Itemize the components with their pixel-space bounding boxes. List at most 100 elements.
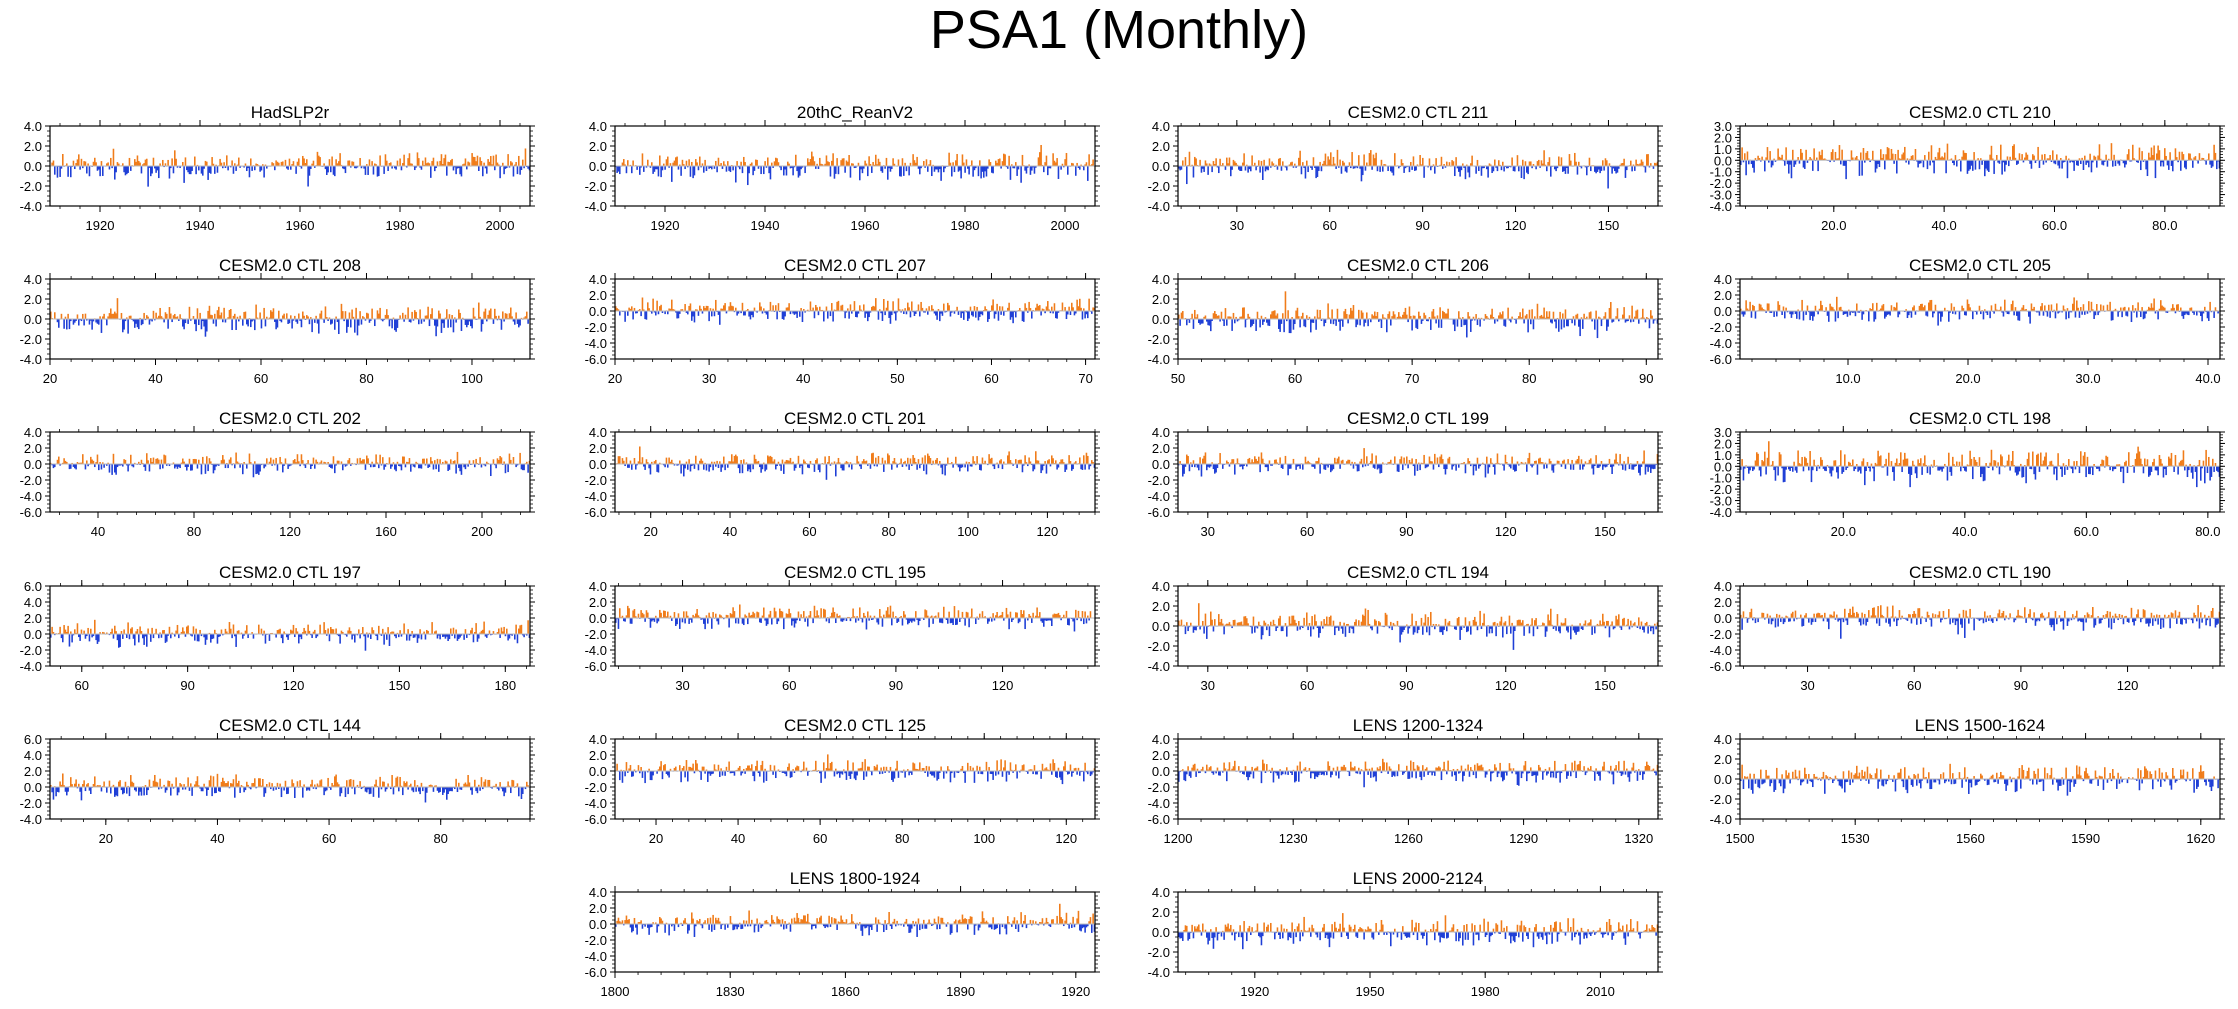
positive-bar [1507,307,1509,319]
negative-bar [1048,166,1050,169]
negative-bar [208,166,211,173]
negative-bar [214,464,216,471]
negative-bar [166,464,168,466]
negative-bar [344,464,347,467]
negative-bar [399,464,401,467]
positive-bar [1918,305,1921,311]
positive-bar [336,163,339,166]
positive-bar [266,458,268,464]
negative-bar [1624,319,1627,323]
positive-bar [474,316,476,319]
negative-bar [1503,166,1505,172]
positive-bar [659,306,661,311]
positive-bar [671,459,673,464]
negative-bar [729,166,732,173]
negative-bar [494,166,496,171]
positive-bar [94,157,96,166]
negative-bar [455,166,457,175]
positive-bar [1079,298,1081,311]
positive-bar [1383,164,1385,166]
positive-bar [423,458,425,464]
positive-bar [887,453,889,464]
positive-bar [312,457,315,464]
anomaly-bars [50,451,531,478]
negative-bar [1390,319,1392,326]
y-tick-label: -1.0 [1710,165,1732,180]
positive-bar [1753,306,1755,311]
negative-bar [1234,319,1236,324]
positive-bar [681,159,684,166]
negative-bar [354,319,356,333]
positive-bar [1900,158,1902,161]
negative-bar [2058,160,2061,169]
negative-bar [1331,464,1333,471]
positive-bar [893,458,896,464]
negative-bar [383,464,385,470]
negative-bar [1884,160,1886,170]
negative-bar [1606,319,1608,331]
positive-bar [1647,317,1649,319]
positive-bar [480,160,483,166]
positive-bar [1083,455,1085,464]
negative-bar [1997,160,1999,163]
positive-bar [1841,309,1843,311]
positive-bar [1540,160,1543,166]
positive-bar [220,312,223,319]
negative-bar [888,166,890,169]
negative-bar [1644,319,1647,323]
negative-bar [1614,166,1616,172]
positive-bar [72,160,75,166]
positive-bar [1821,305,1823,311]
negative-bar [331,319,333,324]
positive-bar [1560,157,1563,166]
negative-bar [398,464,400,466]
positive-bar [963,162,965,166]
positive-bar [1412,156,1415,166]
negative-bar [931,464,933,466]
positive-bar [1782,306,1785,311]
negative-bar [1652,166,1655,169]
positive-bar [2010,304,2013,311]
positive-bar [1978,305,1981,311]
positive-bar [788,163,790,166]
positive-bar [893,163,896,166]
positive-bar [428,163,431,166]
positive-bar [1930,299,1933,311]
positive-bar [147,460,149,464]
positive-bar [1486,316,1488,319]
negative-bar [1781,311,1783,315]
positive-bar [837,300,840,311]
positive-bar [2153,145,2155,161]
positive-bar [112,313,115,319]
positive-bar [351,462,353,464]
positive-bar [1936,158,1938,161]
positive-bar [184,157,187,166]
negative-bar [174,464,176,469]
negative-bar [327,166,329,173]
positive-bar [659,462,661,464]
negative-bar [2110,311,2113,321]
negative-bar [979,311,981,317]
negative-bar [655,311,657,316]
negative-bar [901,464,904,467]
positive-bar [865,460,868,464]
negative-bar [1021,464,1024,473]
negative-bar [1496,166,1499,172]
negative-bar [684,464,686,469]
positive-bar [699,305,701,311]
positive-bar [138,160,140,166]
positive-bar [1264,317,1267,319]
positive-bar [1048,309,1050,311]
positive-bar [1306,160,1308,166]
positive-bar [2062,305,2065,311]
negative-bar [1307,166,1309,173]
negative-bar [415,166,417,168]
negative-bar [1599,166,1601,174]
positive-bar [2060,158,2062,161]
negative-bar [238,319,240,322]
negative-bar [1280,319,1283,324]
negative-bar [2005,160,2007,165]
negative-bar [741,166,744,174]
positive-bar [1977,158,1979,161]
negative-bar [370,319,372,321]
